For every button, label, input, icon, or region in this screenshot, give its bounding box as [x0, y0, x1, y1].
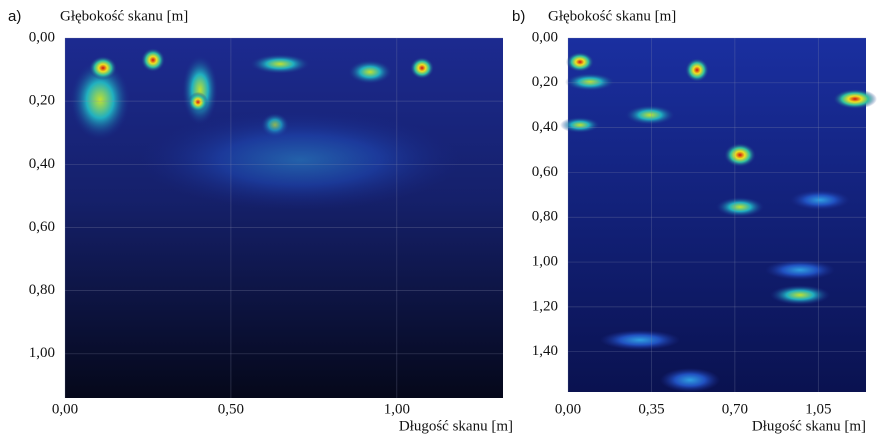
y-tick-label: 1,00	[532, 253, 558, 269]
y-tick-label: 0,00	[532, 29, 558, 45]
y-tick-label: 0,20	[29, 93, 55, 109]
x-axis-title: Długość skanu [m]	[752, 418, 866, 434]
x-tick-label: 0,00	[52, 401, 78, 417]
x-tick-label: 1,00	[384, 401, 410, 417]
x-axis-title: Długość skanu [m]	[399, 418, 513, 434]
panel-label: b)	[512, 8, 525, 25]
x-tick-label: 0,50	[218, 401, 244, 417]
x-tick-label: 1,05	[805, 401, 831, 417]
x-tick-label: 0,00	[555, 401, 581, 417]
x-tick-label: 0,70	[722, 401, 748, 417]
scan-b-image	[560, 38, 877, 392]
panel-label: a)	[8, 8, 21, 25]
y-tick-label: 0,40	[29, 156, 55, 172]
scan-a-image	[65, 38, 503, 398]
x-tick-label: 0,35	[638, 401, 664, 417]
y-tick-label: 1,20	[532, 298, 558, 314]
y-tick-label: 1,40	[532, 343, 558, 359]
y-axis-title: Głębokość skanu [m]	[60, 8, 188, 24]
y-tick-label: 0,60	[532, 164, 558, 180]
y-tick-label: 1,00	[29, 345, 55, 361]
y-tick-label: 0,40	[532, 119, 558, 135]
y-tick-label: 0,60	[29, 219, 55, 235]
y-tick-label: 0,80	[532, 209, 558, 225]
y-tick-label: 0,20	[532, 74, 558, 90]
y-tick-label: 0,80	[29, 282, 55, 298]
y-tick-label: 0,00	[29, 29, 55, 45]
y-axis-title: Głębokość skanu [m]	[548, 8, 676, 24]
